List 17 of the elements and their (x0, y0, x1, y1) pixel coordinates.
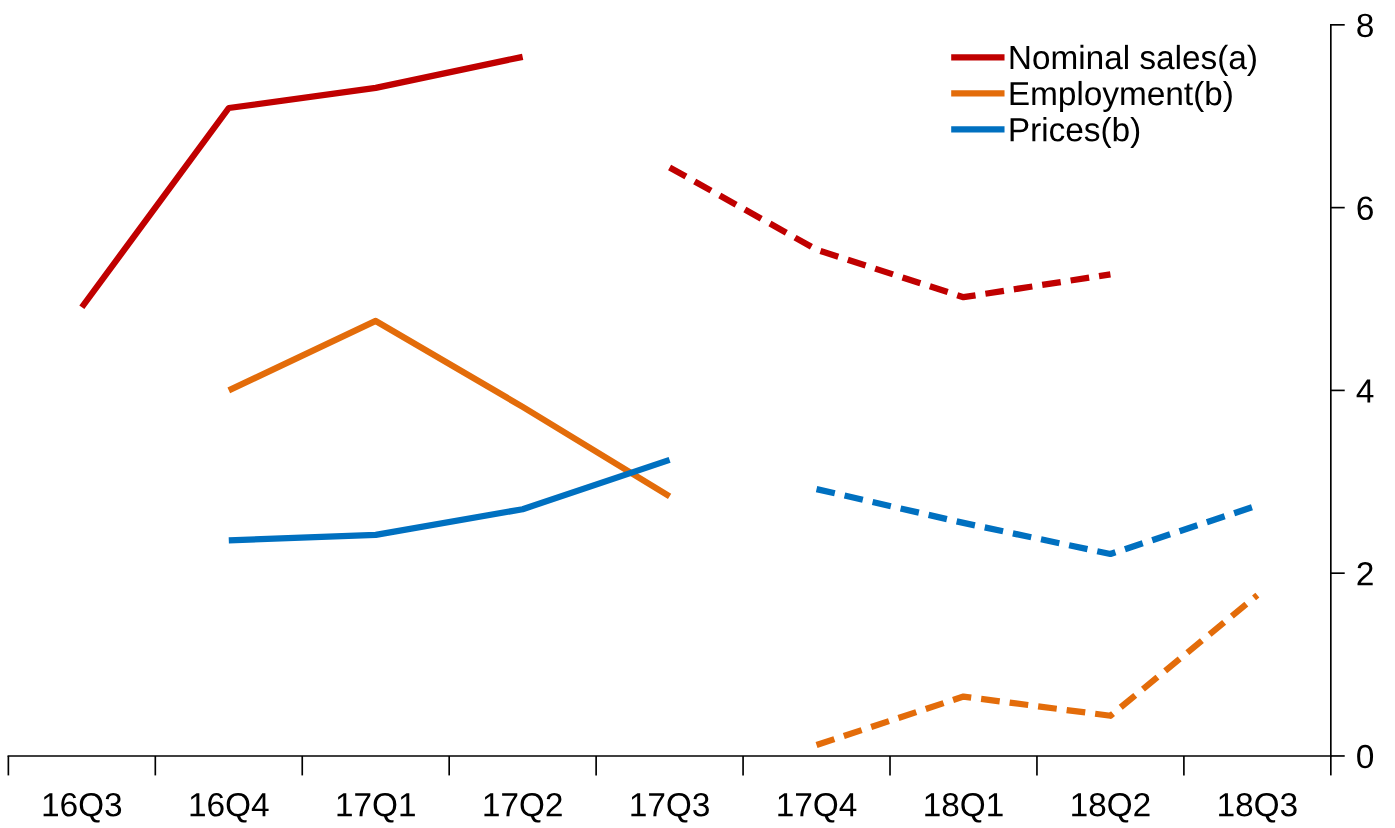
x-tick-label: 17Q4 (778, 792, 857, 823)
y-tick-label: 6 (1357, 196, 1373, 221)
x-tick-label: 16Q4 (190, 792, 269, 823)
x-tick-label: 17Q3 (631, 792, 709, 823)
y-tick-label: 8 (1357, 13, 1373, 38)
y-tick-label: 4 (1356, 379, 1374, 403)
x-tick-label: 18Q3 (1219, 792, 1297, 823)
x-tick-label: 16Q3 (43, 792, 122, 823)
y-tick-label: 0 (1357, 744, 1374, 769)
x-tick-label: 17Q1 (337, 792, 415, 823)
legend-label: Prices(b) (1010, 116, 1140, 149)
legend-label: Nominal sales(a) (1010, 44, 1256, 76)
y-tick-label: 2 (1357, 561, 1373, 586)
x-tick-label: 18Q1 (925, 792, 1003, 823)
x-tick-label: 18Q2 (1072, 792, 1150, 823)
x-tick-label: 17Q2 (484, 792, 562, 823)
legend-label: Employment(b) (1010, 80, 1232, 112)
